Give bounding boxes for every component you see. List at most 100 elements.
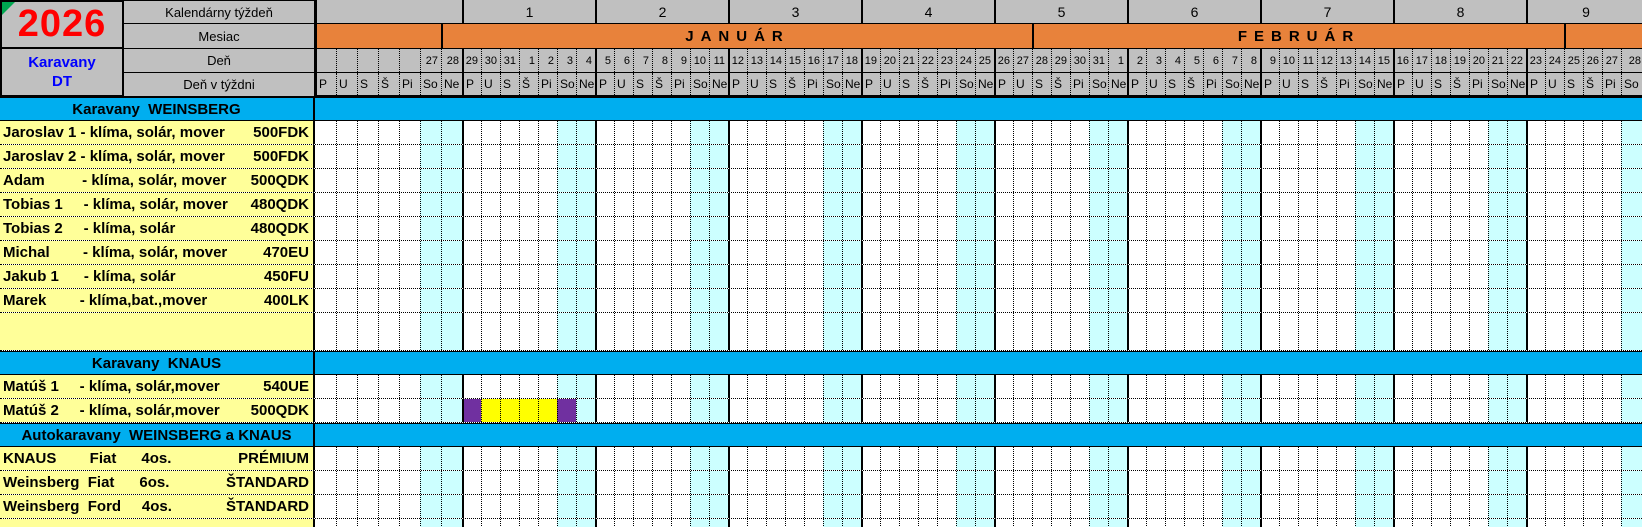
grid-cell[interactable] bbox=[1469, 265, 1488, 288]
grid-cell[interactable] bbox=[1526, 217, 1545, 240]
grid-cell[interactable] bbox=[441, 519, 462, 527]
grid-cell[interactable] bbox=[1545, 471, 1564, 494]
grid-cell[interactable] bbox=[1165, 121, 1184, 144]
grid-cell[interactable] bbox=[1374, 447, 1393, 470]
weekday-cell[interactable]: S bbox=[633, 73, 652, 95]
grid-cell[interactable] bbox=[1469, 169, 1488, 192]
day-number-cell[interactable]: 1 bbox=[519, 49, 538, 72]
grid-cell[interactable] bbox=[1032, 217, 1051, 240]
grid-cell[interactable] bbox=[1146, 519, 1165, 527]
grid-cell[interactable] bbox=[1184, 399, 1203, 422]
grid-cell[interactable] bbox=[1260, 121, 1279, 144]
grid-cell[interactable] bbox=[1602, 265, 1621, 288]
grid-cell[interactable] bbox=[1526, 193, 1545, 216]
grid-cell[interactable] bbox=[1507, 289, 1526, 312]
grid-cell[interactable] bbox=[420, 289, 441, 312]
grid-cell[interactable] bbox=[315, 241, 336, 264]
grid-cell[interactable] bbox=[336, 265, 357, 288]
grid-cell[interactable] bbox=[1108, 121, 1127, 144]
grid-cell[interactable] bbox=[1336, 241, 1355, 264]
grid-cell[interactable] bbox=[1355, 519, 1374, 527]
weekday-cell[interactable]: U bbox=[481, 73, 500, 95]
label-month[interactable]: Mesiac bbox=[124, 24, 315, 49]
grid-cell[interactable] bbox=[766, 495, 785, 518]
grid-cell[interactable] bbox=[500, 519, 519, 527]
grid-cell[interactable] bbox=[595, 375, 614, 398]
day-number-cell[interactable]: 6 bbox=[614, 49, 633, 72]
grid-cell[interactable] bbox=[1032, 193, 1051, 216]
grid-cell[interactable] bbox=[1089, 169, 1108, 192]
grid-cell[interactable] bbox=[1564, 217, 1583, 240]
grid-cell[interactable] bbox=[1621, 241, 1642, 264]
day-number-cell[interactable]: 11 bbox=[1298, 49, 1317, 72]
grid-cell[interactable] bbox=[1564, 471, 1583, 494]
grid-cell[interactable] bbox=[709, 289, 728, 312]
grid-cell[interactable] bbox=[336, 519, 357, 527]
grid-cell[interactable] bbox=[1013, 217, 1032, 240]
grid-cell[interactable] bbox=[1222, 471, 1241, 494]
grid-cell[interactable] bbox=[652, 289, 671, 312]
grid-cell[interactable] bbox=[538, 519, 557, 527]
grid-cell[interactable] bbox=[595, 495, 614, 518]
week-number-cell[interactable]: 7 bbox=[1260, 0, 1393, 23]
grid-cell[interactable] bbox=[399, 145, 420, 168]
grid-cell[interactable] bbox=[576, 447, 595, 470]
grid-cell[interactable] bbox=[652, 447, 671, 470]
grid-cell[interactable] bbox=[709, 471, 728, 494]
grid-cell[interactable] bbox=[557, 447, 576, 470]
grid-cell[interactable] bbox=[315, 313, 336, 350]
grid-cell[interactable] bbox=[1450, 495, 1469, 518]
unit-label[interactable]: Tobias 2 - klíma, solár 480QDK bbox=[0, 217, 315, 240]
grid-cell[interactable] bbox=[861, 471, 880, 494]
grid-cell[interactable] bbox=[1412, 265, 1431, 288]
grid-cell[interactable] bbox=[315, 217, 336, 240]
grid-cell[interactable] bbox=[500, 265, 519, 288]
grid-cell[interactable] bbox=[633, 145, 652, 168]
grid-cell[interactable] bbox=[519, 289, 538, 312]
grid-cell[interactable] bbox=[747, 145, 766, 168]
booking-cell[interactable] bbox=[500, 399, 519, 422]
grid-cell[interactable] bbox=[956, 471, 975, 494]
grid-cell[interactable] bbox=[1298, 217, 1317, 240]
grid-cell[interactable] bbox=[1203, 265, 1222, 288]
grid-cell[interactable] bbox=[1241, 447, 1260, 470]
grid-cell[interactable] bbox=[1298, 495, 1317, 518]
grid-cell[interactable] bbox=[1051, 313, 1070, 350]
grid-cell[interactable] bbox=[652, 193, 671, 216]
grid-cell[interactable] bbox=[804, 447, 823, 470]
grid-cell[interactable] bbox=[1621, 313, 1642, 350]
grid-cell[interactable] bbox=[1621, 121, 1642, 144]
grid-cell[interactable] bbox=[441, 313, 462, 350]
grid-cell[interactable] bbox=[1203, 169, 1222, 192]
grid-cell[interactable] bbox=[747, 289, 766, 312]
weekday-cell[interactable]: Ne bbox=[1374, 73, 1393, 95]
grid-cell[interactable] bbox=[576, 471, 595, 494]
grid-cell[interactable] bbox=[595, 471, 614, 494]
grid-cell[interactable] bbox=[538, 375, 557, 398]
grid-cell[interactable] bbox=[1146, 193, 1165, 216]
week-number-cell[interactable]: 1 bbox=[462, 0, 595, 23]
weekday-cell[interactable]: U bbox=[614, 73, 633, 95]
grid-cell[interactable] bbox=[481, 217, 500, 240]
day-number-cell[interactable] bbox=[357, 49, 378, 72]
grid-cell[interactable] bbox=[747, 217, 766, 240]
grid-cell[interactable] bbox=[1298, 121, 1317, 144]
grid-cell[interactable] bbox=[399, 519, 420, 527]
grid-cell[interactable] bbox=[975, 217, 994, 240]
grid-cell[interactable] bbox=[1203, 217, 1222, 240]
weekday-cell[interactable]: So bbox=[1355, 73, 1374, 95]
grid-cell[interactable] bbox=[1241, 519, 1260, 527]
grid-cell[interactable] bbox=[880, 217, 899, 240]
grid-cell[interactable] bbox=[500, 495, 519, 518]
grid-cell[interactable] bbox=[1336, 289, 1355, 312]
grid-cell[interactable] bbox=[357, 217, 378, 240]
grid-cell[interactable] bbox=[595, 193, 614, 216]
grid-cell[interactable] bbox=[1203, 241, 1222, 264]
grid-cell[interactable] bbox=[899, 121, 918, 144]
grid-cell[interactable] bbox=[399, 121, 420, 144]
grid-cell[interactable] bbox=[1507, 495, 1526, 518]
grid-cell[interactable] bbox=[671, 265, 690, 288]
grid-cell[interactable] bbox=[1222, 313, 1241, 350]
weekday-cell[interactable]: Ne bbox=[975, 73, 994, 95]
grid-cell[interactable] bbox=[1317, 169, 1336, 192]
